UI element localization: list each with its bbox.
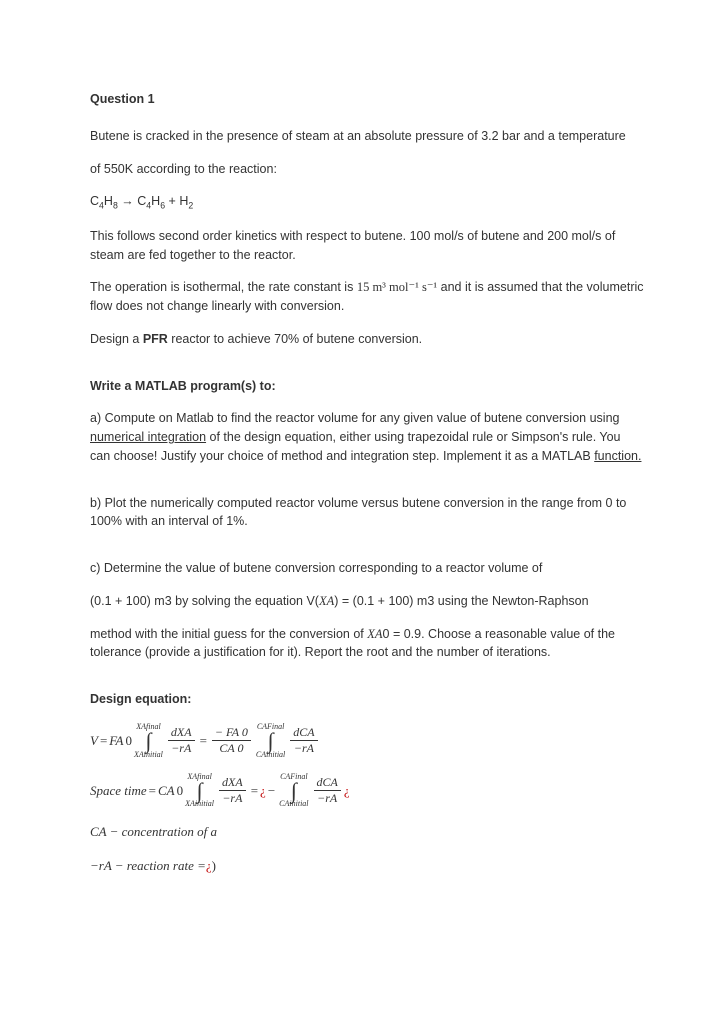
eq-spacetime: Space time bbox=[90, 781, 147, 801]
integral-3: XAfinal ∫ XAinitial bbox=[185, 773, 214, 809]
frac-2: − FA 0 CA 0 bbox=[212, 726, 251, 755]
matlab-heading: Write a MATLAB program(s) to: bbox=[90, 377, 644, 396]
rate-constant: 15 m³ mol⁻¹ s⁻¹ bbox=[357, 280, 437, 294]
part-b: b) Plot the numerically computed reactor… bbox=[90, 494, 644, 532]
xa0-symbol: XA bbox=[367, 627, 382, 641]
frac-1: dXA −rA bbox=[168, 726, 195, 755]
part-a-underline-2: function. bbox=[594, 449, 641, 463]
eq-dot2: ¿ bbox=[344, 781, 350, 801]
frac-4: dXA −rA bbox=[219, 776, 246, 805]
part-c-line3: method with the initial guess for the co… bbox=[90, 625, 644, 663]
eq-CA0b: CA0 bbox=[158, 781, 183, 801]
equation-ca-label: CA − concentration of a bbox=[90, 822, 644, 842]
part-c2-pre: (0.1 + 100) m3 by solving the equation V… bbox=[90, 594, 319, 608]
equation-volume: V = FA0 XAfinal ∫ XAinitial dXA −rA = − … bbox=[90, 723, 644, 759]
design-pre: Design a bbox=[90, 332, 143, 346]
part-c-line1: c) Determine the value of butene convers… bbox=[90, 559, 644, 578]
isothermal-paragraph: The operation is isothermal, the rate co… bbox=[90, 278, 644, 316]
eq-eq3: = bbox=[149, 781, 156, 801]
eq-eq1: = bbox=[100, 731, 107, 751]
reaction-text: C4H8 → C4H6 + H2 bbox=[90, 194, 193, 208]
part-c3-pre: method with the initial guess for the co… bbox=[90, 627, 367, 641]
part-a-pre: a) Compute on Matlab to find the reactor… bbox=[90, 411, 619, 425]
eq-eq4: = bbox=[251, 781, 258, 801]
part-a-underline-1: numerical integration bbox=[90, 430, 206, 444]
intro-paragraph-2: of 550K according to the reaction: bbox=[90, 160, 644, 179]
integral-1: XAfinal ∫ XAinitial bbox=[134, 723, 163, 759]
eq-eq2: = bbox=[200, 731, 207, 751]
design-equation-heading: Design equation: bbox=[90, 690, 644, 709]
eq-V: V bbox=[90, 731, 98, 751]
eq-dash: − bbox=[268, 781, 275, 801]
design-instruction: Design a PFR reactor to achieve 70% of b… bbox=[90, 330, 644, 349]
intro-paragraph-1: Butene is cracked in the presence of ste… bbox=[90, 127, 644, 146]
eq-FA0: FA0 bbox=[109, 731, 132, 751]
integral-2: CAFinal ∫ CAinitial bbox=[256, 723, 285, 759]
pfr-label: PFR bbox=[143, 332, 168, 346]
integral-4: CAFinal ∫ CAinitial bbox=[279, 773, 308, 809]
frac-3: dCA −rA bbox=[290, 726, 317, 755]
frac-5: dCA −rA bbox=[314, 776, 341, 805]
part-c-line2: (0.1 + 100) m3 by solving the equation V… bbox=[90, 592, 644, 611]
document-page: Question 1 Butene is cracked in the pres… bbox=[0, 0, 724, 949]
eq-dot1: ¿ bbox=[260, 781, 266, 801]
equation-spacetime: Space time = CA0 XAfinal ∫ XAinitial dXA… bbox=[90, 773, 644, 809]
iso-pre: The operation is isothermal, the rate co… bbox=[90, 280, 357, 294]
xa-symbol: XA bbox=[319, 594, 334, 608]
part-c2-post: ) = (0.1 + 100) m3 using the Newton-Raph… bbox=[334, 594, 588, 608]
design-post: reactor to achieve 70% of butene convers… bbox=[168, 332, 422, 346]
equation-ra-label: −rA − reaction rate = ¿) bbox=[90, 856, 644, 876]
question-title: Question 1 bbox=[90, 90, 644, 109]
eq-line4-pre: −rA − reaction rate = bbox=[90, 856, 206, 876]
kinetics-paragraph: This follows second order kinetics with … bbox=[90, 227, 644, 265]
part-a: a) Compute on Matlab to find the reactor… bbox=[90, 409, 644, 465]
reaction-equation: C4H8 → C4H6 + H2 bbox=[90, 192, 644, 213]
eq-line4-post: ) bbox=[212, 856, 216, 876]
